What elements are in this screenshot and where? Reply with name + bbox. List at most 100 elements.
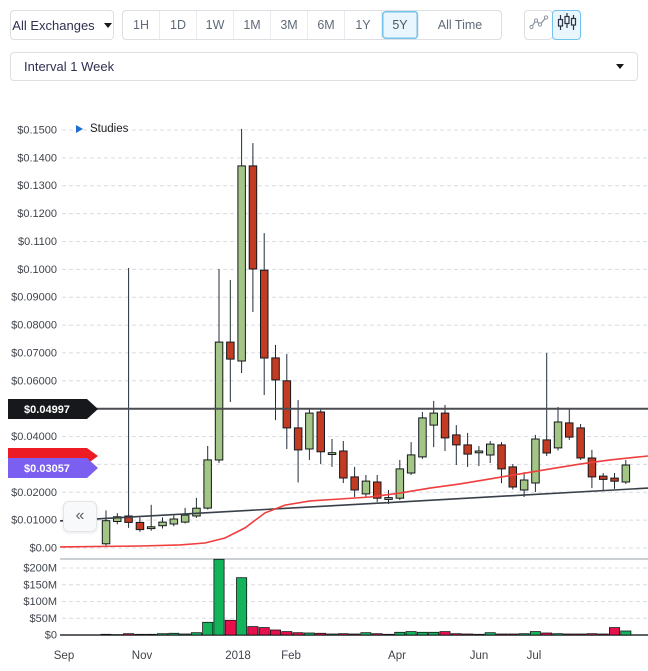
candle: [283, 381, 291, 428]
volume-bar: [440, 632, 450, 635]
caret-down-icon: [104, 23, 112, 28]
trend-line[interactable]: [60, 488, 648, 521]
svg-text:$0: $0: [45, 630, 57, 642]
candle: [509, 467, 517, 487]
candle: [227, 342, 235, 359]
volume-bar: [124, 634, 134, 635]
svg-text:$0.07000: $0.07000: [11, 347, 57, 359]
svg-text:$0.00: $0.00: [29, 543, 57, 555]
volume-bar: [383, 634, 393, 635]
candle: [577, 428, 585, 458]
volume-bar: [429, 632, 439, 635]
candle: [430, 413, 438, 425]
volume-bar: [576, 634, 586, 635]
range-button-6m[interactable]: 6M: [308, 11, 345, 39]
candle: [340, 451, 348, 478]
svg-text:$0.1400: $0.1400: [17, 152, 57, 164]
candle: [102, 521, 110, 544]
svg-text:$0.02000: $0.02000: [11, 487, 57, 499]
candle: [441, 413, 449, 438]
volume-bar: [609, 628, 619, 635]
candle: [317, 412, 325, 452]
svg-text:2018: 2018: [225, 650, 251, 662]
volume-bar: [237, 578, 247, 635]
exchange-selector[interactable]: All Exchanges: [10, 10, 114, 40]
line-chart-button[interactable]: [524, 10, 553, 40]
price-tag: $0.03057: [8, 458, 98, 478]
range-button-1m[interactable]: 1M: [234, 11, 271, 39]
volume-bar: [361, 633, 371, 635]
volume-bar: [180, 634, 190, 635]
volume-bar: [146, 634, 156, 635]
svg-text:Apr: Apr: [388, 650, 406, 662]
volume-bar: [553, 634, 563, 635]
range-button-1w[interactable]: 1W: [197, 11, 234, 39]
candle: [475, 451, 483, 453]
candle: [498, 445, 506, 469]
expand-panel-button[interactable]: «: [63, 501, 97, 532]
volume-bar: [508, 634, 518, 635]
volume-bar: [203, 622, 213, 635]
volume-bar: [135, 634, 145, 635]
volume-bar: [248, 627, 258, 635]
studies-toggle[interactable]: Studies: [76, 123, 128, 135]
svg-text:Feb: Feb: [281, 650, 301, 662]
volume-bar: [157, 634, 167, 635]
svg-text:$100M: $100M: [23, 596, 57, 608]
chart-canvas[interactable]: $0.1500$0.1400$0.1300$0.1200$0.1100$0.10…: [0, 88, 648, 666]
volume-bar: [270, 630, 280, 635]
candle: [588, 458, 596, 477]
range-button-1y[interactable]: 1Y: [345, 11, 382, 39]
volume-gridlines: [62, 568, 648, 618]
svg-text:$0.1200: $0.1200: [17, 208, 57, 220]
range-button-all-time[interactable]: All Time: [419, 11, 501, 39]
volume-bar: [395, 632, 405, 635]
candlestick-chart-icon: [557, 12, 577, 38]
range-button-1h[interactable]: 1H: [123, 11, 160, 39]
interval-selector[interactable]: Interval 1 Week: [10, 52, 638, 81]
volume-bar: [282, 632, 292, 635]
candle: [181, 515, 189, 522]
candle: [566, 423, 574, 437]
volume-bar: [225, 620, 235, 635]
volume-bar: [169, 633, 179, 635]
volume-bar: [406, 632, 416, 635]
candle: [147, 527, 155, 529]
candle: [385, 498, 393, 500]
candle: [543, 440, 551, 453]
volume-bar: [519, 634, 529, 635]
svg-text:$0.01000: $0.01000: [11, 515, 57, 527]
candle: [272, 358, 280, 380]
candle: [554, 422, 562, 448]
candle: [407, 455, 415, 473]
svg-text:Jul: Jul: [527, 650, 542, 662]
volume-bar: [587, 634, 597, 635]
volume-bar: [621, 631, 631, 635]
svg-text:$0.1100: $0.1100: [18, 236, 57, 248]
candle: [351, 477, 359, 490]
volume-bar: [316, 633, 326, 635]
candle: [261, 270, 269, 358]
candlestick-chart-button[interactable]: [552, 10, 581, 40]
range-button-5y[interactable]: 5Y: [382, 11, 419, 39]
volume-bar: [598, 634, 608, 635]
candle: [215, 342, 223, 460]
svg-text:$150M: $150M: [23, 579, 57, 591]
svg-text:$0.04000: $0.04000: [11, 431, 57, 443]
chart-type-toggle-group: [524, 10, 581, 40]
candle: [306, 413, 314, 449]
volume-bars-layer: [101, 559, 631, 635]
candle: [249, 166, 257, 269]
range-button-3m[interactable]: 3M: [271, 11, 308, 39]
toolbar: All Exchanges 1H 1D 1W 1M 3M 6M 1Y 5Y Al…: [10, 10, 581, 40]
line-chart-icon: [529, 14, 549, 37]
candle: [532, 439, 540, 483]
candle: [238, 166, 246, 361]
moving-average-line[interactable]: [60, 456, 648, 547]
svg-text:$0.06000: $0.06000: [11, 375, 57, 387]
svg-text:$0.09000: $0.09000: [11, 292, 57, 304]
expand-arrow-icon: [76, 125, 83, 133]
caret-down-icon: [616, 64, 624, 69]
svg-text:Jun: Jun: [470, 650, 489, 662]
range-button-1d[interactable]: 1D: [160, 11, 197, 39]
